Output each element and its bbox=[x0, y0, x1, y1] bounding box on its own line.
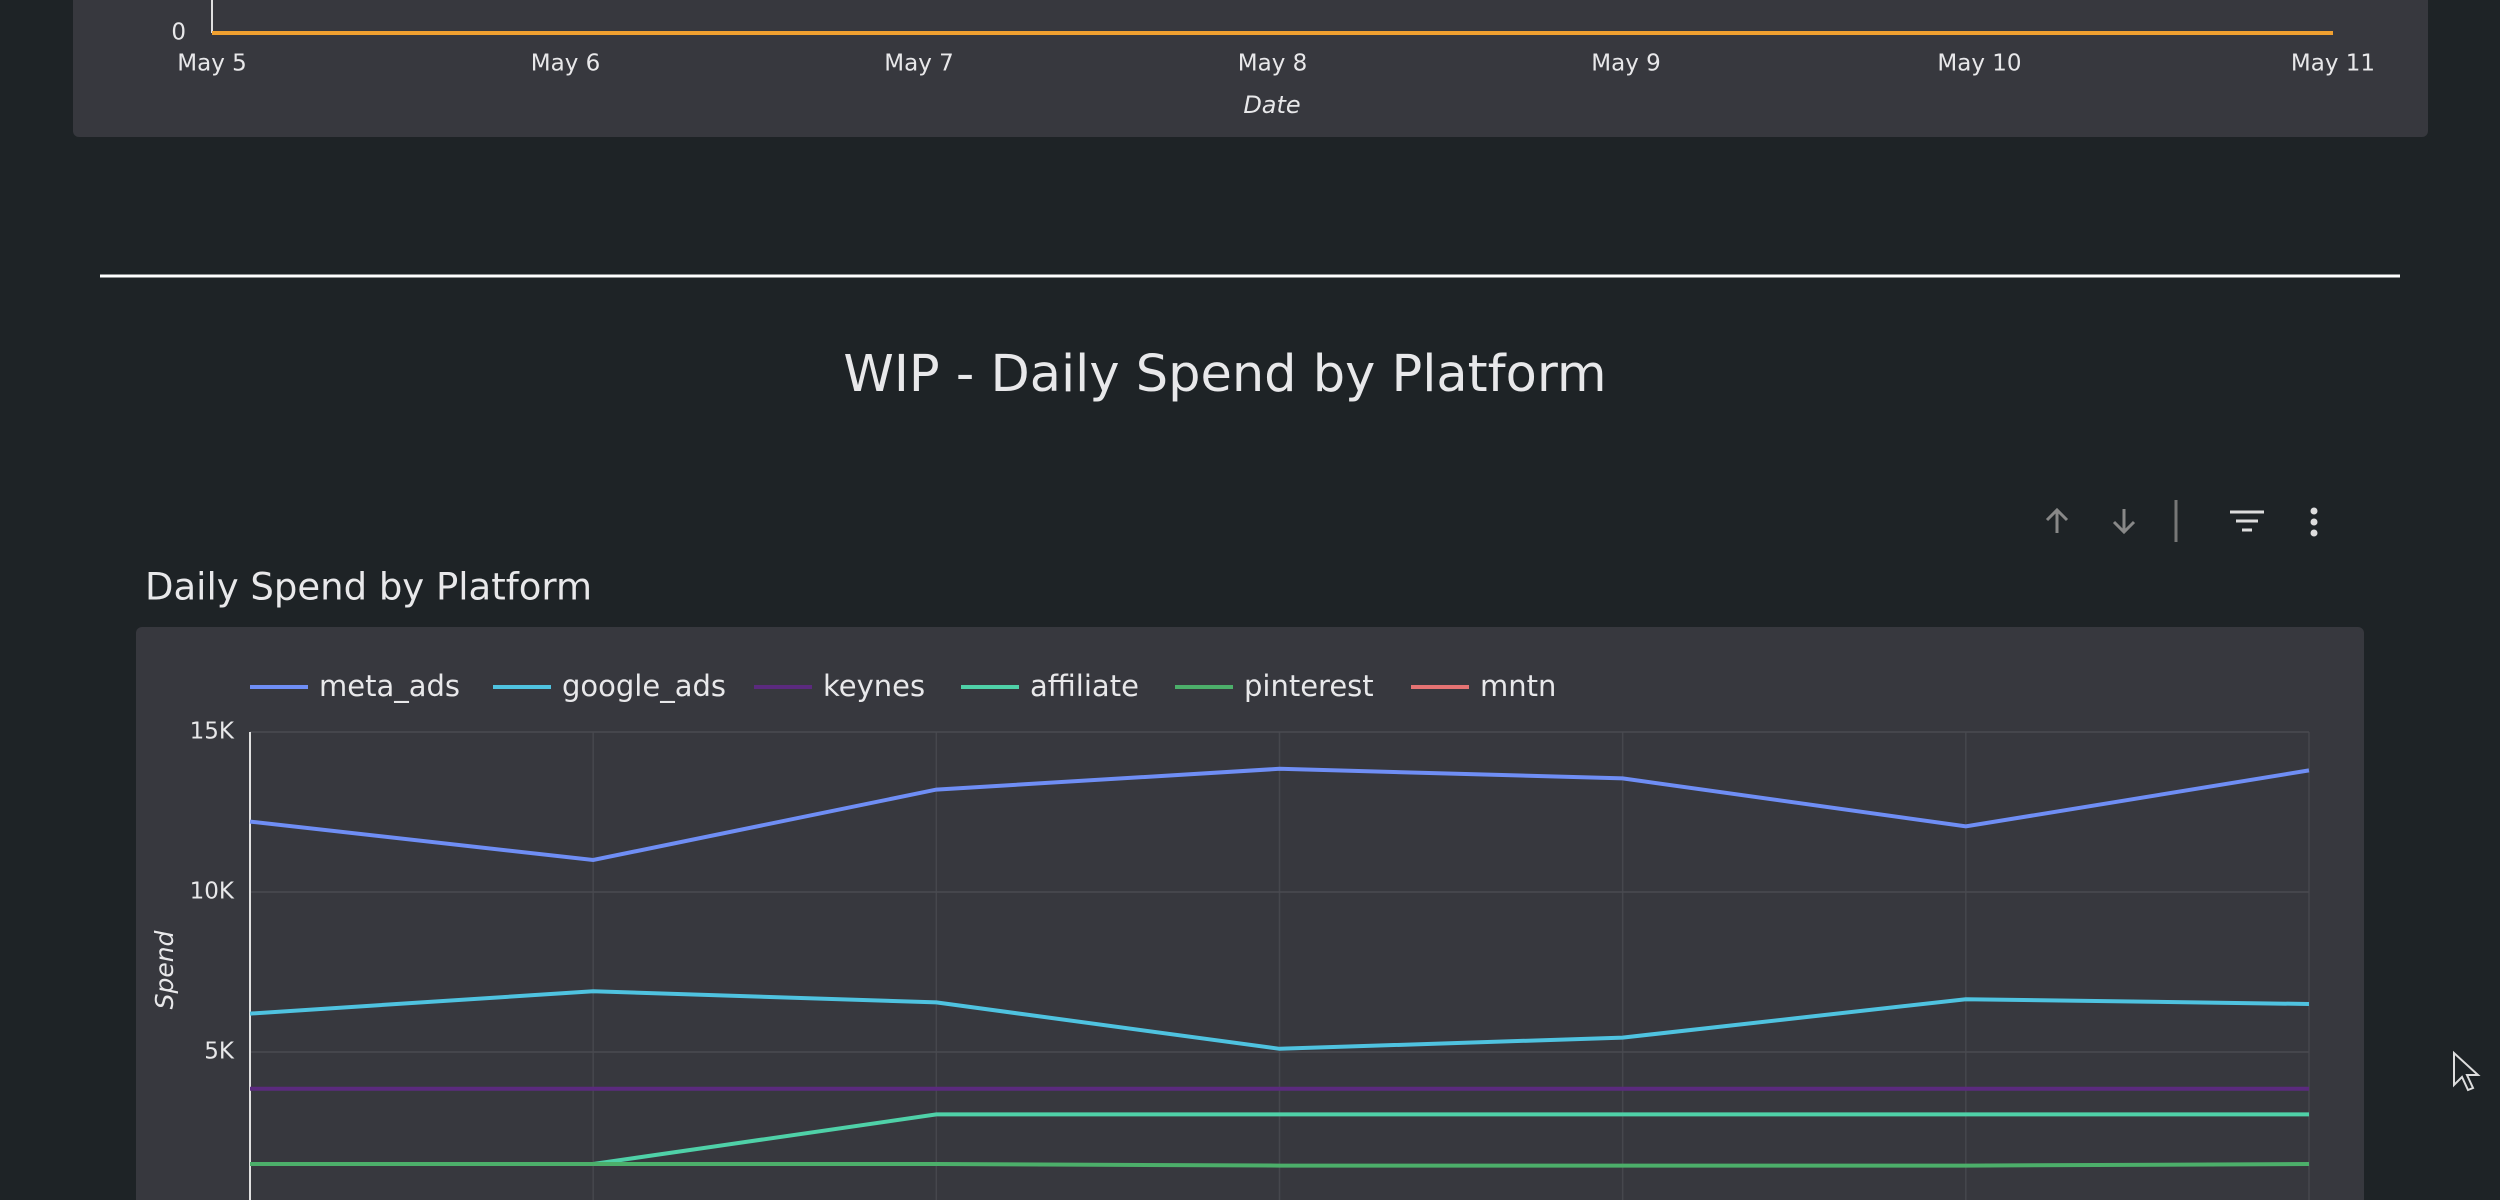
x-tick-label: May 6 bbox=[531, 51, 601, 77]
x-tick-label: May 7 bbox=[884, 51, 954, 77]
move-up-button[interactable] bbox=[2045, 507, 2069, 533]
series-line bbox=[249, 989, 2310, 1051]
legend-label: mntn bbox=[1480, 669, 1556, 703]
x-tick-label: May 11 bbox=[2291, 51, 2375, 77]
legend-label: pinterest bbox=[1244, 669, 1374, 703]
y-tick-label: 15K bbox=[190, 719, 235, 745]
x-tick-label: May 5 bbox=[177, 51, 247, 77]
x-tick-label: May 9 bbox=[1591, 51, 1661, 77]
legend-label: meta_ads bbox=[319, 669, 460, 703]
chart-title: Daily Spend by Platform bbox=[145, 566, 592, 609]
toolbar bbox=[2045, 500, 2318, 542]
mouse-cursor bbox=[2453, 1050, 2481, 1092]
legend-label: affiliate bbox=[1030, 669, 1139, 703]
legend-label: keynes bbox=[823, 669, 925, 703]
move-down-button[interactable] bbox=[2112, 509, 2136, 535]
y-axis-label: Spend bbox=[150, 930, 179, 1009]
x-tick-label: May 8 bbox=[1238, 51, 1308, 77]
filter-button[interactable] bbox=[2230, 510, 2264, 532]
x-tick-label: May 10 bbox=[1937, 51, 2021, 77]
y-tick-label: 5K bbox=[204, 1039, 235, 1065]
legend-label: google_ads bbox=[562, 669, 726, 703]
series-line bbox=[249, 766, 2310, 863]
y-tick-label: 0 bbox=[171, 20, 186, 46]
x-axis-label: Date bbox=[1243, 91, 1300, 119]
y-tick-label: 10K bbox=[190, 879, 235, 905]
series-line bbox=[250, 1162, 2310, 1168]
section-title: WIP - Daily Spend by Platform bbox=[843, 345, 1606, 404]
chart-panel bbox=[136, 627, 2364, 1200]
more-button[interactable] bbox=[2310, 507, 2318, 537]
